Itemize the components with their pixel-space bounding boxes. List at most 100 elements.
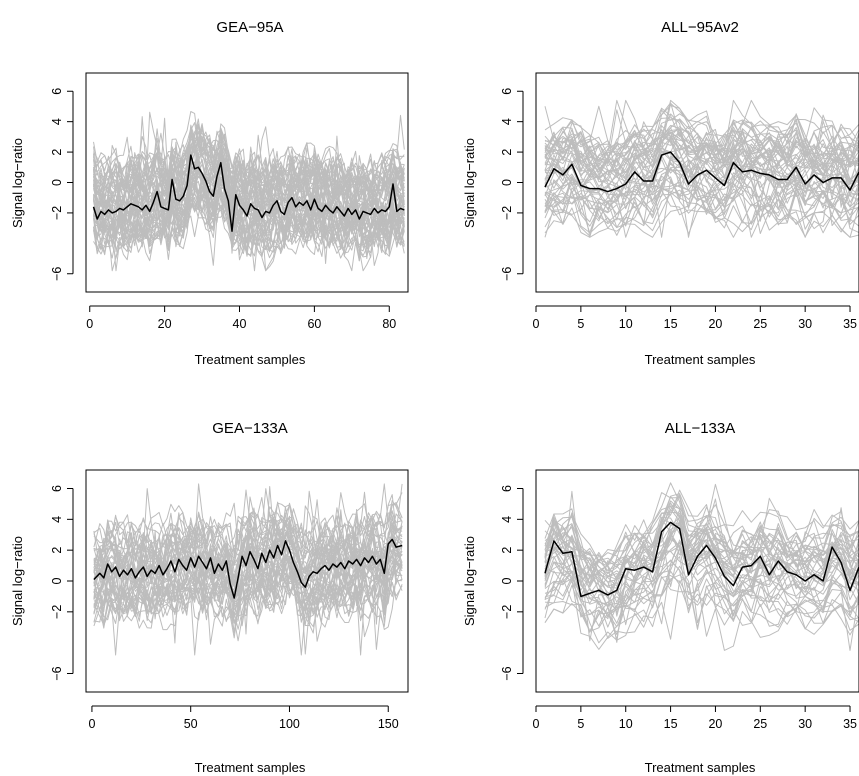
background-series-line <box>544 502 859 578</box>
x-axis-label: Treatment samples <box>645 352 756 367</box>
chart-title: GEA−95A <box>216 19 283 36</box>
x-tick-label: 40 <box>233 317 247 331</box>
y-tick-label: 4 <box>50 516 64 523</box>
chart-title: ALL−133A <box>665 420 735 437</box>
x-tick-label: 10 <box>619 717 633 731</box>
y-tick-label: 4 <box>500 516 514 523</box>
x-tick-label: 5 <box>577 717 584 731</box>
y-tick-label: 2 <box>500 547 514 554</box>
x-axis-label: Treatment samples <box>195 352 306 367</box>
x-tick-label: 0 <box>533 317 540 331</box>
y-tick-label: −6 <box>500 666 514 680</box>
x-tick-label: 20 <box>708 317 722 331</box>
x-tick-label: 60 <box>307 317 321 331</box>
plot-frame <box>535 72 859 293</box>
highlighted-series-line <box>544 151 859 193</box>
y-tick-label: 0 <box>500 577 514 584</box>
background-series-line <box>544 99 859 173</box>
y-axis-label: Signal log−ratio <box>10 138 25 228</box>
y-axis-label: Signal log−ratio <box>462 138 477 228</box>
y-tick-label: 0 <box>500 179 514 186</box>
chart-panel-2: ALL−95Av2 Treatment samples Signal log−rat… <box>462 19 859 367</box>
background-series-line <box>544 556 859 650</box>
background-series-line <box>544 565 859 632</box>
background-series-line <box>544 127 859 183</box>
background-series-line <box>93 180 405 272</box>
y-tick-label: −6 <box>50 267 64 281</box>
background-series-line <box>544 102 859 200</box>
chart-title: ALL−95Av2 <box>661 19 739 36</box>
background-series-group <box>93 483 403 656</box>
background-series-line <box>544 120 859 188</box>
x-tick-label: 0 <box>86 317 93 331</box>
y-tick-label: −6 <box>50 666 64 680</box>
y-tick-label: 6 <box>500 485 514 492</box>
background-series-line <box>93 125 405 209</box>
background-series-line <box>544 129 859 222</box>
background-series-group <box>93 111 405 272</box>
x-tick-label: 15 <box>664 317 678 331</box>
y-tick-label: −2 <box>50 605 64 619</box>
background-series-line <box>93 489 403 586</box>
y-tick-label: 6 <box>50 485 64 492</box>
background-series-line <box>544 159 859 207</box>
plot-frame <box>535 469 859 693</box>
y-tick-label: 6 <box>50 88 64 95</box>
y-tick-label: −6 <box>500 267 514 281</box>
background-series-line <box>93 521 403 584</box>
background-series-line <box>93 114 405 207</box>
background-series-line <box>544 539 859 626</box>
background-series-line <box>544 159 859 222</box>
background-series-line <box>93 568 403 626</box>
chart-panel-1: GEA−95A Treatment samples Signal log−ratio… <box>10 19 409 367</box>
x-tick-label: 0 <box>533 717 540 731</box>
background-series-line <box>544 109 859 208</box>
x-axis-label: Treatment samples <box>195 760 306 775</box>
y-tick-label: 0 <box>50 577 64 584</box>
y-tick-label: 4 <box>500 118 514 125</box>
x-tick-label: 0 <box>88 717 95 731</box>
x-tick-label: 25 <box>753 317 767 331</box>
chart-panel-3: GEA−133A Treatment samples Signal log−rati… <box>10 420 409 775</box>
highlighted-series-line <box>92 154 405 232</box>
plot-frame <box>85 72 409 293</box>
background-series-line <box>544 505 859 565</box>
background-series-line <box>93 579 403 629</box>
background-series-line <box>544 176 859 238</box>
background-series-line <box>544 113 859 178</box>
y-tick-label: 2 <box>50 547 64 554</box>
background-series-line <box>93 532 403 644</box>
y-tick-label: −2 <box>50 206 64 220</box>
highlighted-series-line <box>93 538 403 599</box>
background-series-line <box>544 140 859 185</box>
background-series-line <box>544 495 859 581</box>
x-tick-label: 25 <box>753 717 767 731</box>
background-series-line <box>544 576 859 644</box>
background-series-line <box>544 121 859 166</box>
x-tick-label: 100 <box>279 717 300 731</box>
x-tick-label: 30 <box>798 717 812 731</box>
background-series-line <box>93 500 403 564</box>
x-tick-label: 30 <box>798 317 812 331</box>
highlighted-series-line <box>544 521 859 598</box>
x-tick-label: 15 <box>664 717 678 731</box>
background-series-line <box>93 131 405 259</box>
y-tick-label: −2 <box>500 605 514 619</box>
background-series-line <box>544 541 859 627</box>
x-tick-label: 20 <box>158 317 172 331</box>
background-series-line <box>93 125 405 198</box>
background-series-line <box>544 531 859 651</box>
background-series-line <box>544 550 859 617</box>
chart-panel-4: ALL−133A Treatment samples Signal log−rati… <box>462 420 859 775</box>
x-tick-label: 150 <box>378 717 399 731</box>
x-tick-label: 80 <box>382 317 396 331</box>
background-series-line <box>93 522 403 611</box>
y-axis-label: Signal log−ratio <box>10 536 25 626</box>
background-series-line <box>93 180 405 272</box>
y-tick-label: −2 <box>500 206 514 220</box>
x-tick-label: 10 <box>619 317 633 331</box>
x-tick-label: 35 <box>843 717 857 731</box>
x-axis-label: Treatment samples <box>645 760 756 775</box>
x-tick-label: 5 <box>577 317 584 331</box>
